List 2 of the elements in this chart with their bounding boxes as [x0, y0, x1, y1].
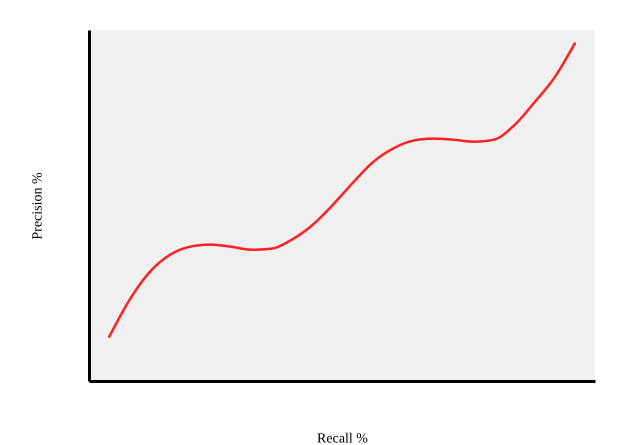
x-axis-title: Recall % — [317, 432, 368, 445]
y-axis-title: Precision % — [30, 172, 46, 240]
